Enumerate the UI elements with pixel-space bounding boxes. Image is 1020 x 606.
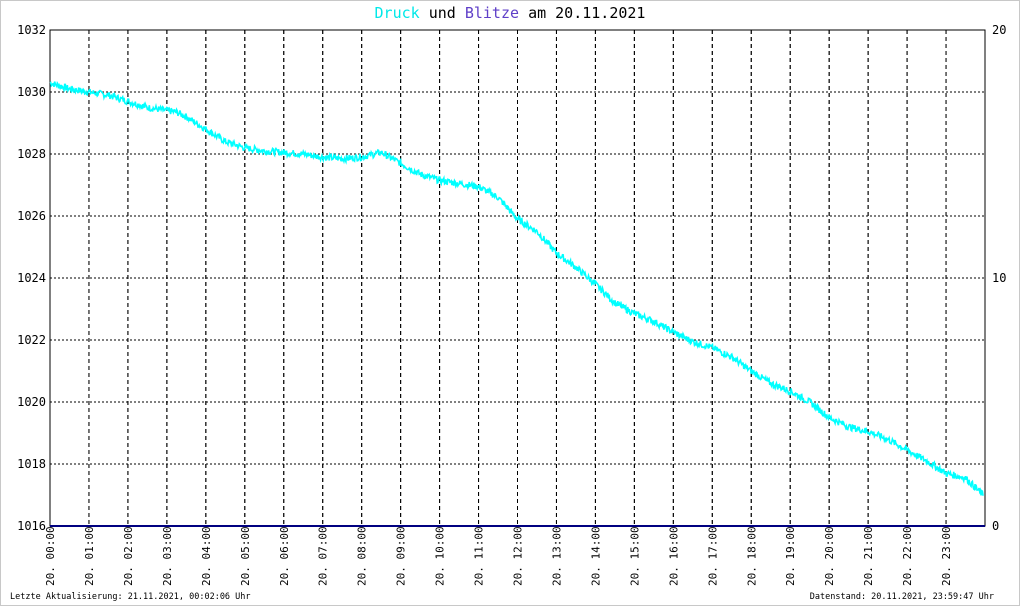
chart-title: Druck und Blitze am 20.11.2021 bbox=[0, 4, 1020, 22]
y-left-tick-label: 1026 bbox=[17, 209, 46, 223]
x-tick-label: 20. 05:00 bbox=[239, 526, 252, 586]
x-tick-label: 20. 20:00 bbox=[823, 526, 836, 586]
x-tick-label: 20. 00:00 bbox=[44, 526, 57, 586]
x-tick-label: 20. 07:00 bbox=[317, 526, 330, 586]
x-tick-label: 20. 17:00 bbox=[706, 526, 719, 586]
x-tick-label: 20. 14:00 bbox=[589, 526, 602, 586]
x-tick-label: 20. 21:00 bbox=[862, 526, 875, 586]
y-left-tick-label: 1024 bbox=[17, 271, 46, 285]
x-tick-label: 20. 11:00 bbox=[473, 526, 486, 586]
y-right-tick-label: 0 bbox=[992, 519, 999, 533]
x-tick-label: 20. 06:00 bbox=[278, 526, 291, 586]
y-right-tick-label: 20 bbox=[992, 23, 1006, 37]
x-tick-label: 20. 15:00 bbox=[628, 526, 641, 586]
x-tick-label: 20. 12:00 bbox=[512, 526, 525, 586]
title-series-druck: Druck bbox=[374, 4, 420, 22]
y-left-tick-label: 1032 bbox=[17, 23, 46, 37]
x-tick-label: 20. 03:00 bbox=[161, 526, 174, 586]
y-left-tick-label: 1030 bbox=[17, 85, 46, 99]
title-date: am 20.11.2021 bbox=[528, 4, 646, 22]
y-left-tick-label: 1018 bbox=[17, 457, 46, 471]
x-tick-label: 20. 10:00 bbox=[434, 526, 447, 586]
y-left-tick-label: 1020 bbox=[17, 395, 46, 409]
x-tick-label: 20. 23:00 bbox=[940, 526, 953, 586]
x-tick-label: 20. 04:00 bbox=[200, 526, 213, 586]
y-left-tick-label: 1022 bbox=[17, 333, 46, 347]
x-tick-label: 20. 18:00 bbox=[745, 526, 758, 586]
title-series-blitze: Blitze bbox=[464, 4, 520, 22]
x-tick-label: 20. 19:00 bbox=[784, 526, 797, 586]
series-druck-line bbox=[49, 81, 984, 496]
y-left-tick-label: 1016 bbox=[17, 519, 46, 533]
x-tick-label: 20. 08:00 bbox=[356, 526, 369, 586]
x-tick-label: 20. 22:00 bbox=[901, 526, 914, 586]
y-left-tick-label: 1028 bbox=[17, 147, 46, 161]
x-tick-label: 20. 16:00 bbox=[667, 526, 680, 586]
y-right-tick-label: 10 bbox=[992, 271, 1006, 285]
x-tick-label: 20. 13:00 bbox=[550, 526, 563, 586]
title-connector: und bbox=[428, 4, 456, 22]
x-tick-label: 20. 01:00 bbox=[83, 526, 96, 586]
footer-data-status: Datenstand: 20.11.2021, 23:59:47 Uhr bbox=[809, 592, 994, 602]
footer-last-update: Letzte Aktualisierung: 21.11.2021, 00:02… bbox=[10, 592, 251, 602]
x-tick-label: 20. 09:00 bbox=[395, 526, 408, 586]
x-tick-label: 20. 02:00 bbox=[122, 526, 135, 586]
